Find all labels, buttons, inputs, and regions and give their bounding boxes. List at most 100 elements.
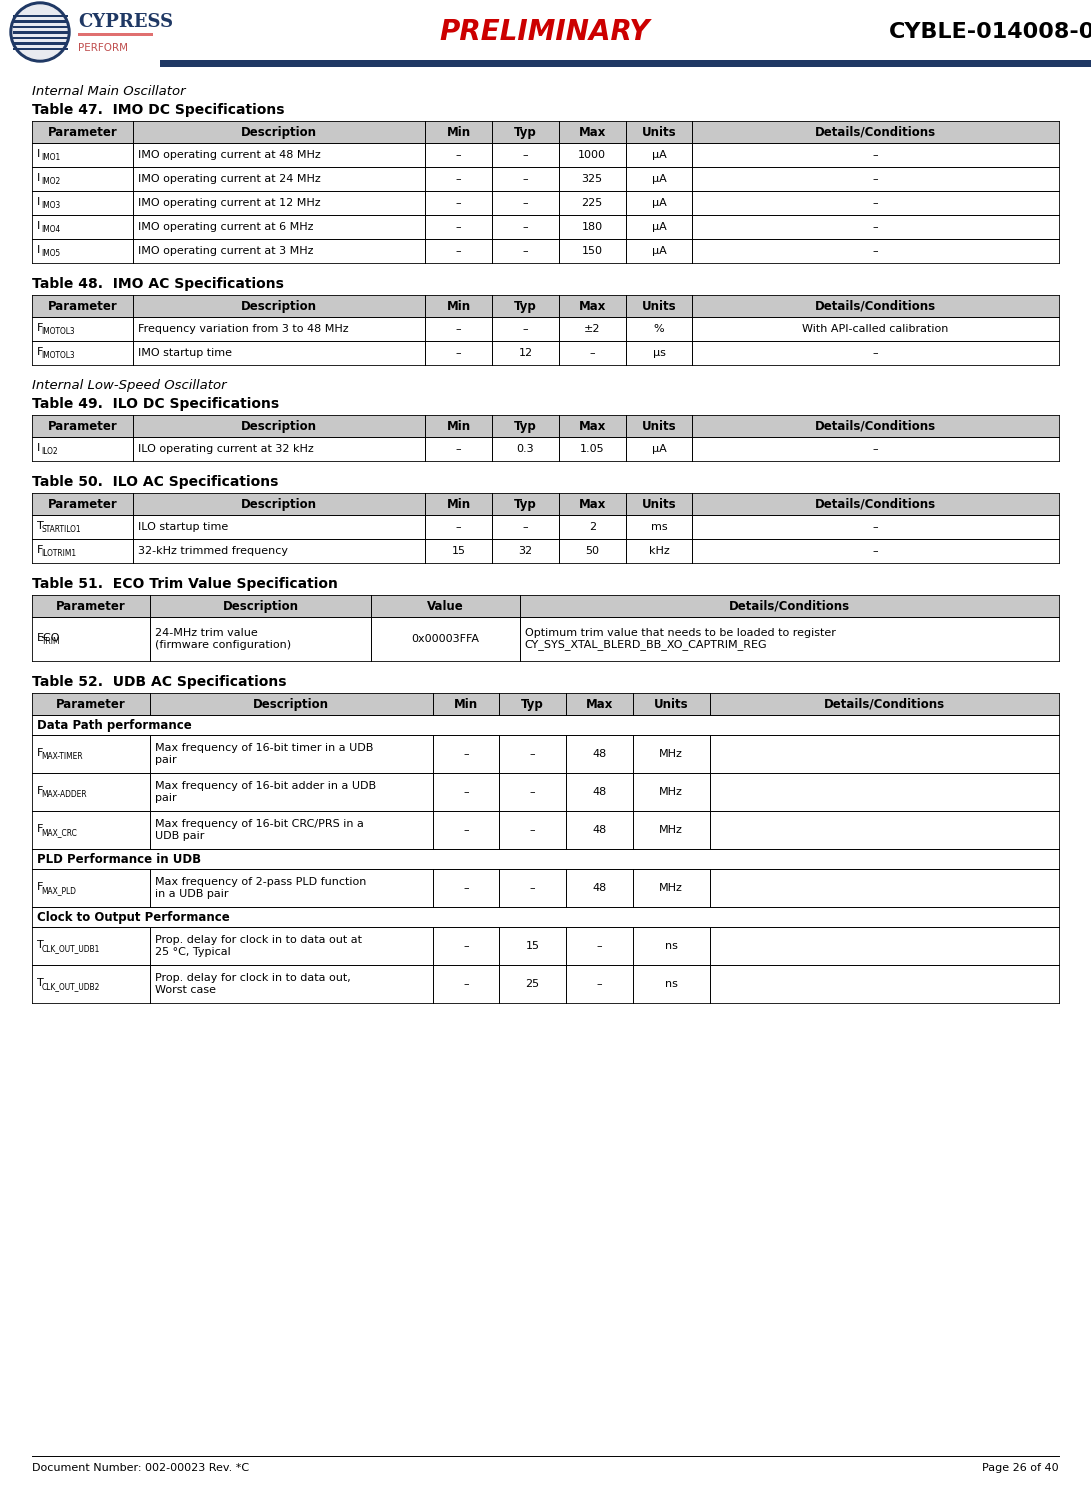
Text: –: – bbox=[873, 221, 878, 232]
Bar bbox=[151, 595, 371, 616]
Bar bbox=[133, 295, 425, 317]
Text: Data Path performance: Data Path performance bbox=[37, 718, 192, 732]
Text: IMOTOL3: IMOTOL3 bbox=[41, 326, 74, 335]
Text: ILO startup time: ILO startup time bbox=[137, 522, 228, 533]
Text: 48: 48 bbox=[592, 749, 607, 758]
Bar bbox=[32, 341, 133, 365]
Bar bbox=[625, 317, 693, 341]
Text: Max frequency of 16-bit CRC/PRS in a
UDB pair: Max frequency of 16-bit CRC/PRS in a UDB… bbox=[155, 820, 364, 841]
Text: μA: μA bbox=[651, 444, 667, 453]
Text: Table 50.  ILO AC Specifications: Table 50. ILO AC Specifications bbox=[32, 476, 278, 489]
Bar bbox=[13, 25, 68, 28]
Bar bbox=[625, 437, 693, 461]
Bar bbox=[32, 595, 151, 616]
Bar bbox=[559, 539, 625, 562]
Bar bbox=[32, 215, 133, 239]
Bar bbox=[559, 515, 625, 539]
Bar bbox=[492, 539, 559, 562]
Text: –: – bbox=[873, 245, 878, 256]
Text: –: – bbox=[873, 546, 878, 557]
Bar bbox=[133, 414, 425, 437]
Bar bbox=[500, 693, 566, 715]
Text: Units: Units bbox=[642, 126, 676, 139]
Text: –: – bbox=[873, 349, 878, 358]
Text: Clock to Output Performance: Clock to Output Performance bbox=[37, 911, 230, 923]
Text: Parameter: Parameter bbox=[47, 419, 117, 432]
Text: Min: Min bbox=[446, 299, 471, 313]
Bar bbox=[625, 191, 693, 215]
Bar bbox=[32, 121, 133, 144]
Text: CLK_OUT_UDB2: CLK_OUT_UDB2 bbox=[41, 981, 99, 990]
Text: MAX_CRC: MAX_CRC bbox=[41, 827, 77, 836]
Bar bbox=[492, 317, 559, 341]
Text: Max: Max bbox=[578, 299, 606, 313]
Bar bbox=[425, 437, 492, 461]
Text: 1.05: 1.05 bbox=[580, 444, 604, 453]
Bar bbox=[151, 693, 432, 715]
Text: I: I bbox=[37, 221, 40, 230]
Text: –: – bbox=[530, 883, 536, 893]
Bar bbox=[625, 494, 693, 515]
Bar bbox=[625, 239, 693, 263]
Bar bbox=[693, 144, 1059, 168]
Text: ±2: ±2 bbox=[584, 325, 600, 334]
Text: Max: Max bbox=[586, 697, 613, 711]
Text: PRELIMINARY: PRELIMINARY bbox=[440, 18, 650, 46]
Bar bbox=[133, 191, 425, 215]
Bar bbox=[32, 494, 133, 515]
Text: –: – bbox=[463, 824, 469, 835]
Text: 0.3: 0.3 bbox=[517, 444, 535, 453]
Text: 150: 150 bbox=[582, 245, 602, 256]
Circle shape bbox=[13, 4, 67, 58]
Text: I: I bbox=[37, 174, 40, 183]
Text: PLD Performance in UDB: PLD Performance in UDB bbox=[37, 853, 201, 866]
Text: –: – bbox=[463, 787, 469, 797]
Text: Typ: Typ bbox=[514, 419, 537, 432]
Bar bbox=[425, 168, 492, 191]
Text: Details/Conditions: Details/Conditions bbox=[729, 600, 850, 612]
Text: –: – bbox=[597, 941, 602, 951]
Bar bbox=[32, 965, 151, 1002]
Text: μA: μA bbox=[651, 197, 667, 208]
Text: Details/Conditions: Details/Conditions bbox=[815, 498, 936, 510]
Text: F: F bbox=[37, 347, 44, 358]
Text: ns: ns bbox=[664, 978, 678, 989]
Text: Min: Min bbox=[454, 697, 478, 711]
Text: IMO operating current at 6 MHz: IMO operating current at 6 MHz bbox=[137, 221, 313, 232]
Text: IMO operating current at 12 MHz: IMO operating current at 12 MHz bbox=[137, 197, 321, 208]
Text: μA: μA bbox=[651, 174, 667, 184]
Text: 48: 48 bbox=[592, 883, 607, 893]
Text: Description: Description bbox=[223, 600, 299, 612]
Bar bbox=[432, 965, 500, 1002]
Bar bbox=[559, 437, 625, 461]
Text: ECO: ECO bbox=[37, 633, 60, 643]
Bar bbox=[32, 317, 133, 341]
Bar bbox=[519, 616, 1059, 661]
Bar bbox=[492, 341, 559, 365]
Text: –: – bbox=[523, 221, 528, 232]
Bar bbox=[693, 239, 1059, 263]
Text: IMO5: IMO5 bbox=[41, 248, 60, 257]
Bar bbox=[13, 19, 68, 22]
Bar bbox=[633, 773, 710, 811]
Text: ILOTRIM1: ILOTRIM1 bbox=[41, 549, 76, 558]
Bar bbox=[710, 693, 1059, 715]
Bar bbox=[151, 928, 432, 965]
Text: Units: Units bbox=[642, 498, 676, 510]
Bar bbox=[633, 869, 710, 907]
Bar bbox=[425, 144, 492, 168]
Text: IMO operating current at 24 MHz: IMO operating current at 24 MHz bbox=[137, 174, 321, 184]
Text: –: – bbox=[463, 978, 469, 989]
Text: Min: Min bbox=[446, 498, 471, 510]
Bar bbox=[432, 773, 500, 811]
Text: F: F bbox=[37, 323, 44, 334]
Text: Frequency variation from 3 to 48 MHz: Frequency variation from 3 to 48 MHz bbox=[137, 325, 348, 334]
Bar bbox=[133, 121, 425, 144]
Bar bbox=[693, 191, 1059, 215]
Bar bbox=[500, 965, 566, 1002]
Text: Description: Description bbox=[241, 126, 317, 139]
Text: Max: Max bbox=[578, 498, 606, 510]
Text: μs: μs bbox=[652, 349, 666, 358]
Bar bbox=[425, 295, 492, 317]
Text: 25: 25 bbox=[526, 978, 540, 989]
